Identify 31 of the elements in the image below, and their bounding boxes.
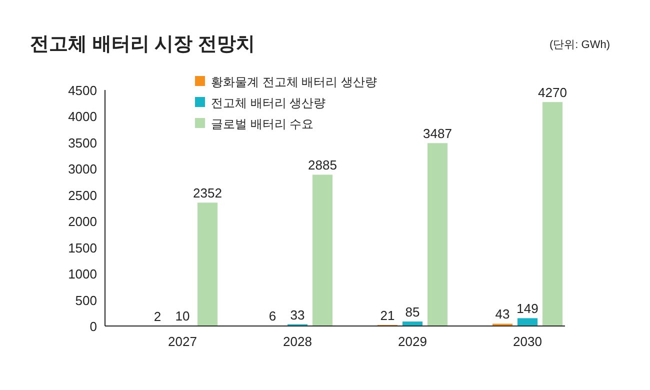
data-label: 4270 <box>538 85 567 100</box>
y-tick-label: 4500 <box>68 83 97 98</box>
data-label: 85 <box>405 304 420 320</box>
legend-label: 글로벌 배터리 수요 <box>211 117 314 131</box>
legend-label: 황화물계 전고체 배터리 생산량 <box>211 75 378 89</box>
y-tick-label: 2000 <box>68 214 97 230</box>
y-tick-label: 1500 <box>68 240 97 256</box>
y-tick-label: 4000 <box>68 109 97 124</box>
y-tick-label: 1000 <box>68 266 97 282</box>
data-label: 10 <box>175 308 190 324</box>
x-tick-label: 2029 <box>398 334 427 349</box>
data-label: 21 <box>380 308 395 323</box>
chart-subtitle: (단위: GWh) <box>550 39 610 51</box>
y-tick-label: 3000 <box>68 162 97 177</box>
x-tick-label: 2030 <box>513 334 542 349</box>
data-label: 6 <box>268 308 276 324</box>
x-tick-label: 2028 <box>283 334 312 349</box>
data-label: 33 <box>290 307 305 322</box>
legend-label: 전고체 배터리 생산량 <box>211 96 326 110</box>
y-tick-label: 0 <box>90 319 97 334</box>
y-tick-label: 2500 <box>68 188 97 203</box>
data-label: 43 <box>495 306 510 322</box>
data-label: 2 <box>154 308 162 324</box>
x-tick-label: 2027 <box>168 334 197 349</box>
chart-title: 전고체 배터리 시장 전망치 <box>30 34 255 55</box>
data-label: 2352 <box>193 186 222 201</box>
data-label: 149 <box>516 301 538 316</box>
data-label: 2885 <box>308 158 337 173</box>
data-label: 3487 <box>423 126 452 142</box>
y-tick-label: 3500 <box>68 135 97 150</box>
y-tick-label: 500 <box>75 292 97 308</box>
